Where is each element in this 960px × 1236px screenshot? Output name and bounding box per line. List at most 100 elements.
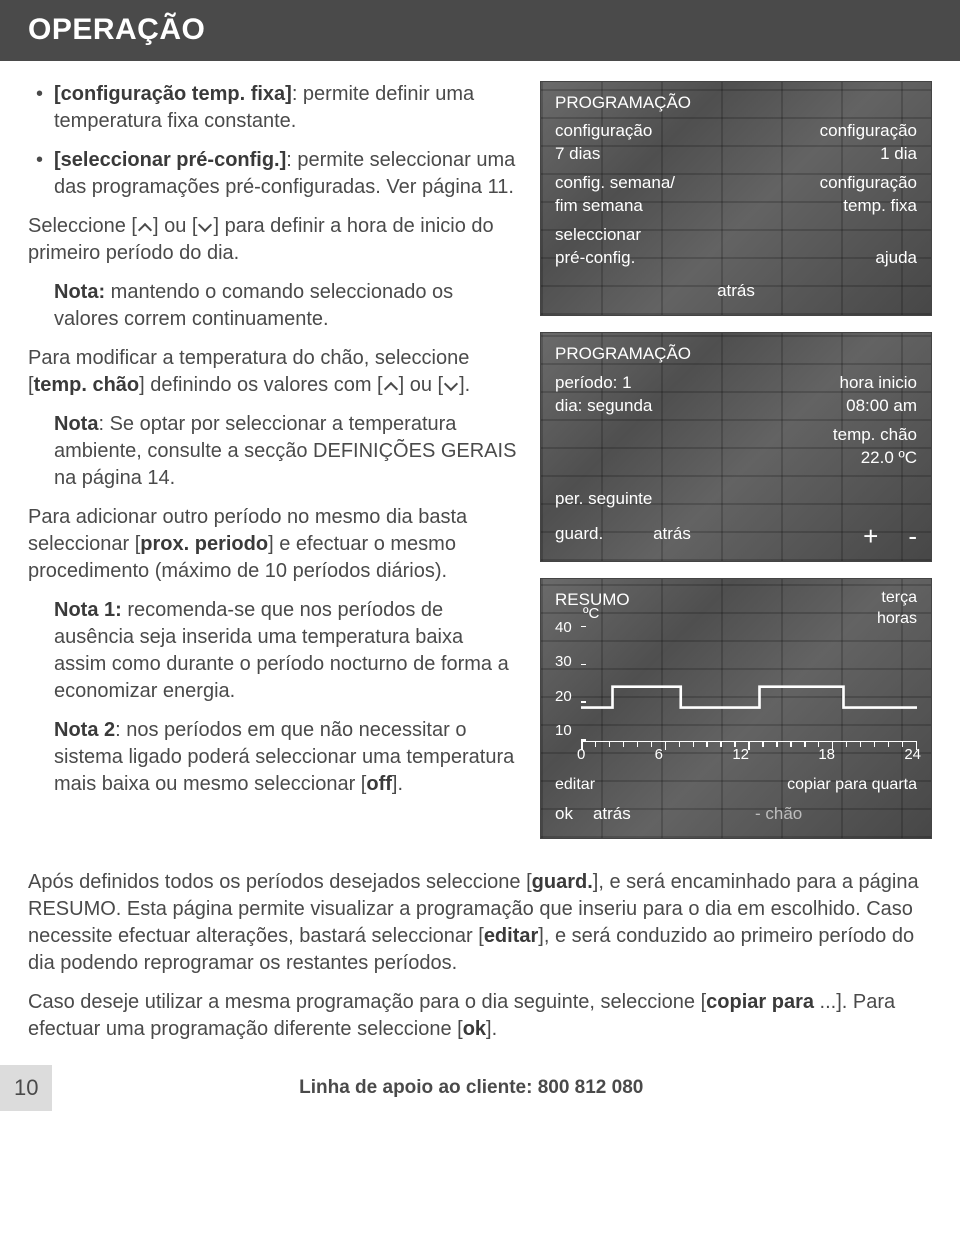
t: período: 1 <box>555 372 652 395</box>
lcd2-guard[interactable]: guard. <box>555 523 603 549</box>
lcd3-ok[interactable]: ok <box>555 803 573 826</box>
t: temp. fixa <box>820 195 917 218</box>
lcd1-opt-ajuda[interactable]: ajuda <box>875 247 917 270</box>
para-after-2: Caso deseje utilizar a mesma programação… <box>28 989 932 1043</box>
chevron-up-icon <box>138 221 152 231</box>
page-footer: 10 Linha de apoio ao cliente: 800 812 08… <box>28 1065 932 1111</box>
nota-4: Nota 2: nos períodos em que não necessit… <box>28 717 518 798</box>
t: 7 dias <box>555 143 652 166</box>
lcd2-title: PROGRAMAÇÃO <box>555 343 917 366</box>
chart-plot <box>581 626 917 742</box>
lcd2-per-seguinte[interactable]: per. seguinte <box>555 488 652 511</box>
chart-unit: ºC <box>583 604 599 624</box>
lcd1-opt-preconfig[interactable]: seleccionar pré-config. <box>555 224 641 270</box>
footer-text: Linha de apoio ao cliente: 800 812 080 <box>10 1075 932 1101</box>
lcd3-atras[interactable]: atrás <box>573 803 755 826</box>
para-prox-periodo: Para adicionar outro período no mesmo di… <box>28 504 518 585</box>
chart-ylabels: 40 30 20 10 <box>555 618 572 742</box>
bullet-2: [seleccionar pré-config.]: permite selec… <box>28 147 518 201</box>
t: dia: segunda <box>555 395 652 418</box>
chart-xlabels: 0 6 12 18 24 <box>577 745 921 765</box>
nota3-text: recomenda-se que nos períodos de ausênci… <box>54 599 509 702</box>
t: ]. <box>486 1018 497 1040</box>
lcd2-periodo-dia: período: 1 dia: segunda <box>555 372 652 418</box>
lcd-screen-programacao-menu: PROGRAMAÇÃO configuração 7 dias configur… <box>540 81 932 317</box>
lcd3-day: terça <box>877 587 917 609</box>
left-column: [configuração temp. fixa]: permite defin… <box>28 81 518 856</box>
nota1-label: Nota: <box>54 281 105 303</box>
p2d: ]. <box>459 374 470 396</box>
lcd3-title: RESUMO <box>555 589 917 612</box>
nota1-text: mantendo o comando seleccionado os valor… <box>54 281 453 330</box>
lcd1-opt-config-semana[interactable]: config. semana/ fim semana <box>555 172 675 218</box>
para-temp-chao: Para modificar a temperatura do chão, se… <box>28 345 518 399</box>
lcd3-chao: - chão <box>755 803 917 826</box>
yl: 10 <box>555 721 572 741</box>
chevron-up-icon <box>384 380 398 390</box>
xl: 24 <box>904 745 921 765</box>
nota-3: Nota 1: recomenda-se que nos períodos de… <box>28 597 518 705</box>
yl: 20 <box>555 687 572 707</box>
xl: 6 <box>655 745 663 765</box>
chart-line-svg <box>581 626 917 741</box>
t: guard. <box>532 871 593 893</box>
lcd-screen-resumo: RESUMO terça horas 40 30 20 10 ºC <box>540 578 932 839</box>
t: configuração <box>820 172 917 195</box>
lcd3-copiar[interactable]: copiar para quarta <box>787 774 917 796</box>
nota2-text: : Se optar por seleccionar a temperatura… <box>54 413 516 489</box>
lcd2-atras[interactable]: atrás <box>603 523 741 549</box>
t: ok <box>463 1018 486 1040</box>
t: copiar para <box>706 991 814 1013</box>
lcd2-plus[interactable]: + <box>741 523 909 549</box>
bullet-1: [configuração temp. fixa]: permite defin… <box>28 81 518 135</box>
section-header: OPERAÇÃO <box>0 0 960 61</box>
t: 1 dia <box>820 143 917 166</box>
p2c: ] ou [ <box>399 374 443 396</box>
t: seleccionar <box>555 224 641 247</box>
t: temp. chão <box>833 424 917 447</box>
lcd1-opt-temp-fixa[interactable]: configuração temp. fixa <box>820 172 917 218</box>
nota3-label: Nota 1: <box>54 599 122 621</box>
nota4-end: ]. <box>392 773 403 795</box>
nota4-label: Nota 2 <box>54 719 115 741</box>
lcd-screen-programacao-periodo: PROGRAMAÇÃO período: 1 dia: segunda hora… <box>540 332 932 562</box>
xl: 12 <box>732 745 749 765</box>
t: hora inicio <box>840 372 918 395</box>
yl: 40 <box>555 618 572 638</box>
bullet-2-bold: [seleccionar pré-config.] <box>54 149 286 171</box>
lcd1-back[interactable]: atrás <box>555 280 917 303</box>
p1b: ] ou [ <box>153 215 197 237</box>
lcd2-minus[interactable]: - <box>908 523 917 549</box>
yl: 30 <box>555 652 572 672</box>
t: config. semana/ <box>555 172 675 195</box>
lcd1-opt-config-1dia[interactable]: configuração 1 dia <box>820 120 917 166</box>
t: editar <box>484 925 538 947</box>
lcd3-editar[interactable]: editar <box>555 774 595 796</box>
nota-2: Nota: Se optar por seleccionar a tempera… <box>28 411 518 492</box>
p1a: Seleccione [ <box>28 215 137 237</box>
xl: 18 <box>818 745 835 765</box>
lcd2-temp-chao[interactable]: temp. chão 22.0 ºC <box>833 424 917 470</box>
para-select-hora: Seleccione [] ou [] para definir a hora … <box>28 213 518 267</box>
para-after-1: Após definidos todos os períodos desejad… <box>28 869 932 977</box>
lcd3-chart: 40 30 20 10 ºC <box>555 618 917 768</box>
t: 22.0 ºC <box>833 447 917 470</box>
right-column: PROGRAMAÇÃO configuração 7 dias configur… <box>540 81 932 856</box>
t: Após definidos todos os períodos desejad… <box>28 871 532 893</box>
lcd1-opt-config-7dias[interactable]: configuração 7 dias <box>555 120 652 166</box>
nota4-text: : nos períodos em que não necessitar o s… <box>54 719 514 795</box>
chevron-down-icon <box>198 221 212 231</box>
nota2-label: Nota <box>54 413 98 435</box>
t: Caso deseje utilizar a mesma programação… <box>28 991 706 1013</box>
p2-bold: temp. chão <box>34 374 140 396</box>
nota4-bold: off <box>366 773 392 795</box>
t: ajuda <box>875 247 917 270</box>
t: configuração <box>820 120 917 143</box>
lcd2-hora-inicio[interactable]: hora inicio 08:00 am <box>840 372 918 418</box>
xl: 0 <box>577 745 585 765</box>
lcd1-title: PROGRAMAÇÃO <box>555 92 917 115</box>
t: pré-config. <box>555 247 641 270</box>
nota-1: Nota: mantendo o comando seleccionado os… <box>28 279 518 333</box>
t: configuração <box>555 120 652 143</box>
t: 08:00 am <box>840 395 918 418</box>
